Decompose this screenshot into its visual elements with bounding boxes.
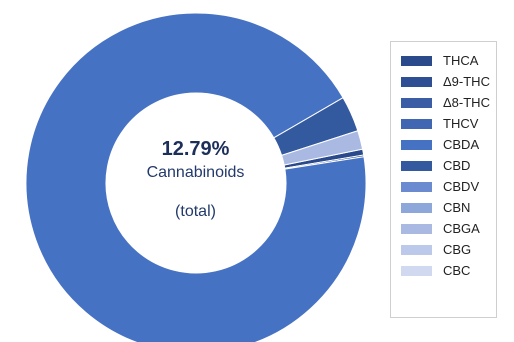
legend-item-cbg[interactable]: CBG [401,239,496,260]
legend-swatch [401,55,432,66]
legend-item-9-thc[interactable]: Δ9-THC [401,71,496,92]
legend-item-cbc[interactable]: CBC [401,260,496,281]
legend-item-cbda[interactable]: CBDA [401,134,496,155]
center-title: Cannabinoids [146,164,245,181]
donut-chart [25,12,367,342]
legend-label: CBN [443,200,471,215]
chart-legend: THCA Δ9-THC Δ8-THC THCV CBDA CBD CBDV CBN CBGA CB… [390,41,497,318]
legend-swatch [401,160,432,171]
legend-label: CBGA [443,221,480,236]
donut-hole [106,93,286,273]
legend-label: Δ9-THC [443,74,490,89]
center-value: 12.79% [161,138,230,160]
legend-label: CBD [443,158,471,173]
legend-swatch [401,97,432,108]
legend-label: CBDV [443,179,480,194]
legend-swatch [401,76,432,87]
legend-label: CBG [443,242,472,257]
center-subtitle: (total) [175,203,216,220]
legend-label: THCA [443,53,479,68]
legend-swatch [401,223,432,234]
legend-label: Δ8-THC [443,95,490,110]
legend-item-thca[interactable]: THCA [401,50,496,71]
legend-item-cbga[interactable]: CBGA [401,218,496,239]
legend-swatch [401,265,432,276]
legend-swatch [401,139,432,150]
legend-label: CBDA [443,137,480,152]
legend-item-cbd[interactable]: CBD [401,155,496,176]
legend-item-cbdv[interactable]: CBDV [401,176,496,197]
legend-swatch [401,244,432,255]
legend-item-8-thc[interactable]: Δ8-THC [401,92,496,113]
legend-label: THCV [443,116,479,131]
legend-label: CBC [443,263,471,278]
legend-item-cbn[interactable]: CBN [401,197,496,218]
legend-swatch [401,202,432,213]
legend-swatch [401,118,432,129]
legend-swatch [401,181,432,192]
legend-item-thcv[interactable]: THCV [401,113,496,134]
